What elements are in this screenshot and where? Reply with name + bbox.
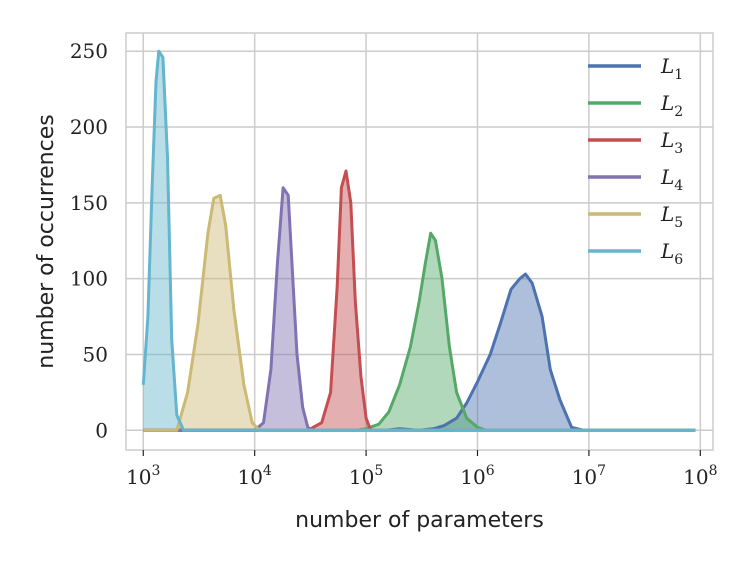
series-fills	[143, 51, 696, 431]
legend-label-L1: L1	[660, 54, 683, 83]
y-tick-label: 50	[83, 342, 108, 366]
x-axis-label: number of parameters	[295, 508, 544, 533]
y-axis-label: number of occurrences	[34, 114, 59, 368]
series-line-L5	[143, 193, 696, 432]
y-tick-label: 250	[70, 39, 108, 63]
series-area-L5	[143, 195, 696, 431]
x-tick-label: 106	[460, 463, 494, 489]
series-area-L2	[143, 233, 696, 431]
legend-label-L6: L6	[660, 239, 683, 268]
x-tick-label: 105	[349, 463, 383, 489]
series-area-L4	[143, 187, 696, 431]
y-tick-labels: 0 50 100 150 200 250	[70, 39, 108, 442]
x-tick-label: 103	[126, 463, 160, 489]
legend-label-L4: L4	[660, 165, 683, 194]
x-tick-labels: 103 104 105 106 107 108	[126, 450, 717, 489]
legend-label-L3: L3	[660, 128, 683, 157]
legend: L1 L2 L3 L4 L5 L6	[588, 54, 683, 268]
y-tick-label: 0	[95, 418, 108, 442]
x-tick-label: 107	[572, 463, 606, 489]
series-line-L4	[143, 186, 696, 432]
series-lines	[141, 49, 696, 432]
series-line-L2	[143, 231, 696, 432]
x-tick-label: 108	[683, 463, 717, 489]
legend-label-L2: L2	[660, 91, 683, 120]
y-tick-label: 200	[70, 115, 108, 139]
x-tick-label: 104	[237, 463, 271, 489]
series-line-L3	[143, 169, 696, 432]
series-line-L6	[141, 49, 696, 432]
y-tick-label: 150	[70, 191, 108, 215]
legend-label-L5: L5	[660, 202, 683, 231]
y-tick-label: 100	[70, 267, 108, 291]
plot-frame	[125, 32, 714, 451]
